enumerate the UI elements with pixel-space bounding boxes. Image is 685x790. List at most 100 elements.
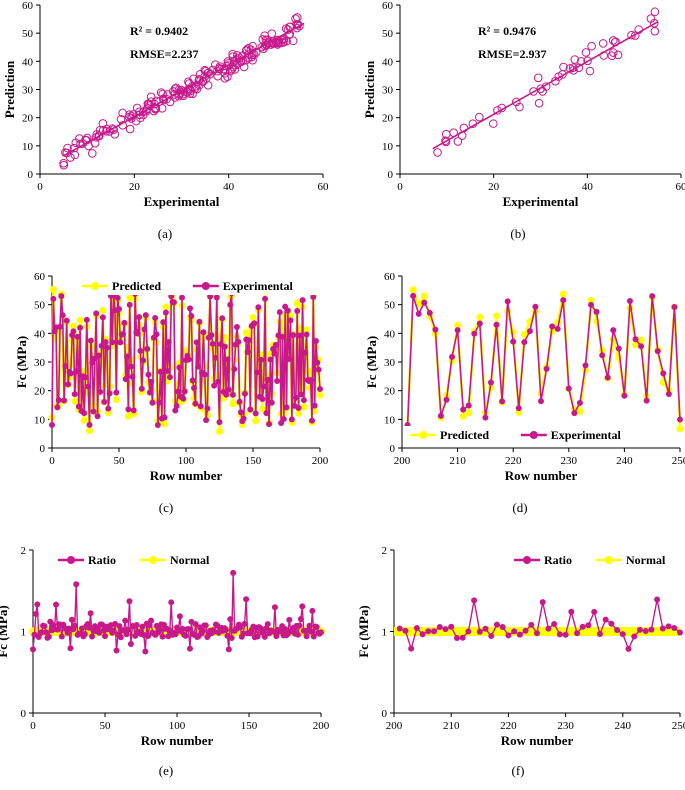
experimental-point: [286, 356, 293, 363]
scatter-point: [94, 131, 104, 140]
experimental-point: [288, 416, 295, 423]
ratio-point: [67, 645, 74, 652]
x-tick-label: 200: [386, 720, 403, 732]
experimental-point: [152, 314, 159, 321]
scatter-point: [534, 98, 544, 108]
experimental-point: [426, 309, 433, 316]
ratio-point: [579, 623, 586, 630]
ratio-point: [73, 581, 80, 588]
ratio-point: [482, 625, 489, 632]
ratio-point: [264, 621, 271, 628]
experimental-point: [142, 312, 149, 319]
ratio-point: [230, 569, 237, 576]
scatter-point: [229, 56, 239, 66]
scatter-point: [278, 38, 287, 48]
experimental-point: [295, 405, 302, 412]
experimental-point: [140, 357, 147, 364]
experimental-point: [482, 414, 489, 421]
ratio-point: [185, 626, 192, 633]
experimental-point: [312, 338, 319, 345]
experimental-point: [225, 386, 232, 393]
y-tick-label: 20: [34, 386, 46, 398]
ratio-point: [148, 617, 155, 624]
scatter-point: [239, 62, 249, 72]
scatter-point: [536, 84, 545, 94]
scatter-point: [63, 143, 72, 153]
experimental-point: [138, 385, 145, 392]
ratio-point: [499, 623, 506, 630]
experimental-point: [247, 406, 254, 413]
ratio-point: [471, 597, 478, 604]
ratio-point: [596, 631, 603, 638]
ratio-point: [511, 628, 518, 635]
y-axis-label: Fc (MPa): [356, 605, 371, 657]
predicted-point: [161, 420, 169, 428]
scatter-point: [598, 39, 608, 48]
y-tick-label: 1: [21, 627, 27, 639]
experimental-point: [510, 338, 517, 345]
experimental-point: [137, 347, 144, 354]
experimental-point: [189, 377, 196, 384]
experimental-point: [271, 350, 278, 357]
experimental-point: [237, 409, 244, 416]
predicted-point: [49, 285, 57, 293]
x-tick-label: 210: [443, 720, 460, 732]
scatter-point: [511, 97, 521, 107]
scatter-point: [474, 112, 484, 122]
experimental-point: [103, 344, 110, 351]
experimental-point: [626, 298, 633, 305]
ratio-point: [271, 604, 278, 611]
experimental-point: [54, 404, 61, 411]
experimental-point: [310, 294, 317, 301]
ratio-point: [453, 634, 460, 641]
chart-b: 0 20 40 60 0 10 20 30 40 50 60 Experimental Predicti…: [362, 0, 685, 241]
x-axis-label: Experimental: [503, 194, 579, 209]
experimental-point: [231, 366, 238, 373]
experimental-point: [185, 356, 192, 363]
x-axis-label: Row number: [501, 733, 574, 748]
legend: Ratio Normal: [52, 551, 227, 569]
legend-label: Normal: [626, 553, 666, 567]
r2-annotation: R² = 0.9402: [130, 24, 188, 38]
experimental-point: [526, 328, 533, 335]
experimental-point: [279, 333, 286, 340]
experimental-point: [244, 349, 251, 356]
experimental-point: [196, 318, 203, 325]
experimental-point: [241, 390, 248, 397]
experimental-point: [82, 374, 89, 381]
ratio-point: [413, 625, 420, 632]
ratio-point: [408, 645, 415, 652]
experimental-point: [70, 328, 77, 335]
ratio-point: [602, 616, 609, 623]
scatter-point: [581, 48, 591, 57]
y-axis-label: Prediction: [2, 60, 17, 118]
experimental-point: [122, 376, 129, 383]
ratio-point: [156, 626, 163, 633]
experimental-point: [213, 294, 220, 301]
experimental-point: [162, 309, 169, 316]
predicted-point: [293, 299, 301, 307]
scatter-point: [105, 127, 114, 136]
experimental-point: [207, 293, 214, 300]
ratio-point: [654, 596, 661, 603]
ratio-point: [313, 623, 320, 630]
x-tick-label: 240: [615, 720, 632, 732]
x-tick-label: 210: [449, 455, 466, 467]
experimental-point: [283, 404, 290, 411]
ratio-point: [665, 623, 672, 630]
ratio-point: [493, 621, 500, 628]
y-tick-label: 60: [384, 271, 396, 283]
scatter-point: [488, 119, 498, 128]
y-tick-label: 60: [22, 0, 34, 12]
legend-swatch-marker: [605, 556, 613, 564]
predicted-point: [252, 417, 260, 425]
ratio-point: [199, 628, 206, 635]
ratio-point: [448, 623, 455, 630]
experimental-point: [276, 309, 283, 316]
predicted-point: [295, 410, 303, 418]
experimental-point: [229, 391, 236, 398]
ratio-point: [465, 628, 472, 635]
ratio-point: [243, 596, 250, 603]
predicted-point: [300, 403, 308, 411]
